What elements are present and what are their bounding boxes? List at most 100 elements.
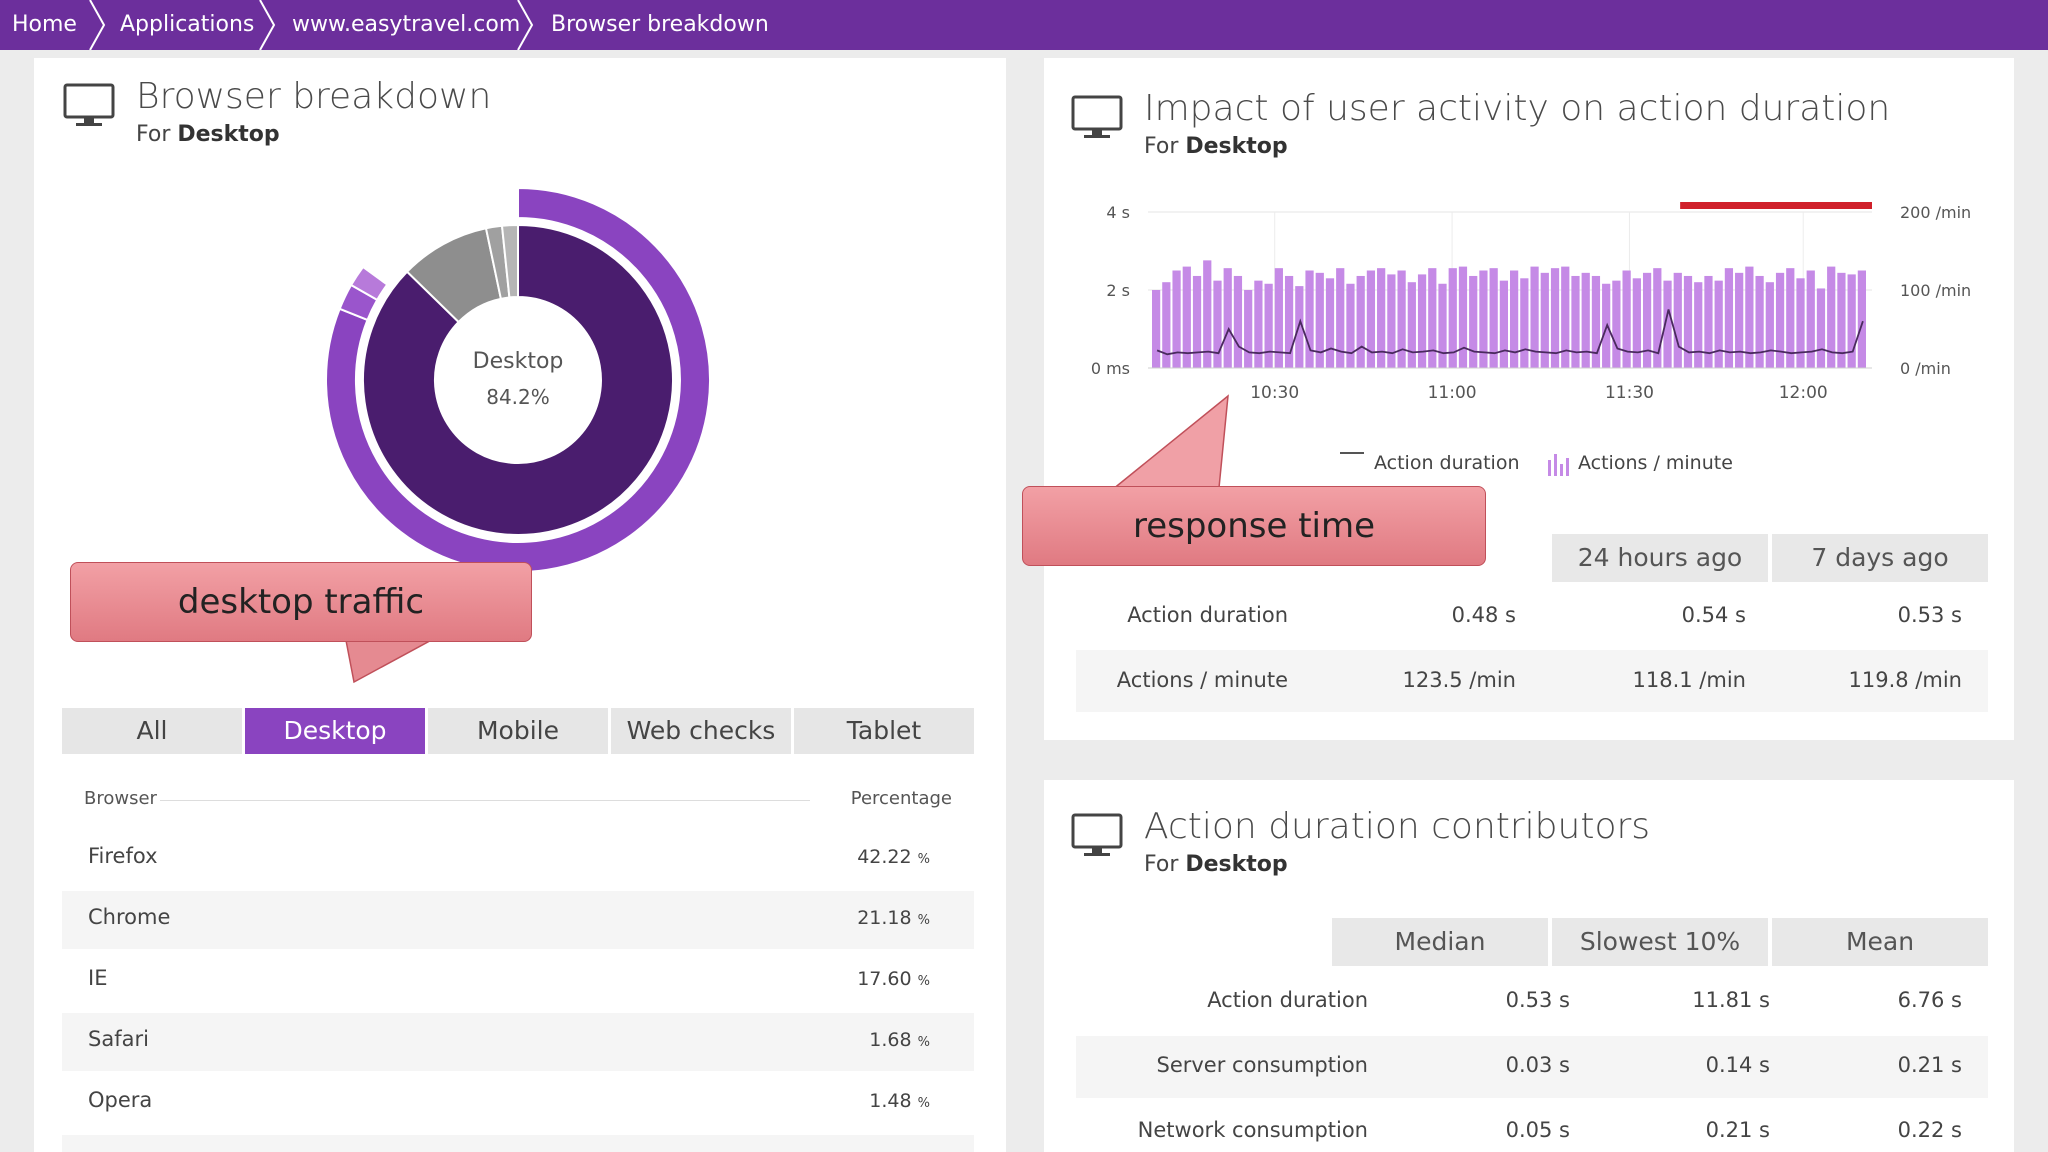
legend-actions-per-minute[interactable]: Actions / minute [1578,452,1733,474]
subtitle-prefix: For [1144,852,1179,877]
actions-per-minute-bar [1642,272,1652,368]
actions-per-minute-bar [1499,280,1508,368]
actions-per-minute-bar [1397,270,1406,368]
browser-breakdown-title: Browser breakdown [136,76,492,117]
table-row[interactable] [62,891,974,949]
browser-donut-chart[interactable]: Desktop 84.2% [300,170,740,590]
actions-per-minute-bar [1796,278,1805,368]
value-24h: 0.54 s [1681,603,1746,627]
impact-chart[interactable]: 0 ms 2 s 4 s 0 /min 100 /min 200 /min 10:30 11:… [1060,190,2010,430]
actions-per-minute-bar [1837,272,1846,368]
action-duration-line [1156,309,1864,356]
row-label: Actions / minute [1116,668,1288,692]
actions-per-minute-bar [1479,270,1488,368]
table-row[interactable] [62,830,974,888]
percentage-unit: % [917,1035,930,1050]
actions-per-minute-bar [1336,268,1345,368]
actions-per-minute-bar [1315,272,1324,368]
table-row[interactable] [62,1074,974,1132]
browser-percentage: 1.68 % [820,1029,930,1051]
browser-percentage: 42.22 % [820,846,930,868]
actions-per-minute-bar [1561,266,1570,368]
column-header-percentage[interactable]: Percentage [850,788,952,809]
value-now: 0.48 s [1451,603,1516,627]
tab-desktop[interactable]: Desktop [245,708,425,754]
tab-all[interactable]: All [62,708,242,754]
impact-title: Impact of user activity on action durati… [1144,88,1891,129]
column-header-median[interactable]: Median [1332,918,1548,966]
actions-per-minute-bar [1284,275,1294,368]
actions-per-minute-bar [1847,274,1856,368]
action-duration-legend-swatch [1340,452,1364,454]
desktop-monitor-icon [63,83,115,126]
actions-per-minute-bar [1591,275,1601,368]
value-median: 0.03 s [1505,1053,1570,1077]
percentage-value: 21.18 [857,907,912,929]
inner-ring-small-2 [500,223,519,299]
browser-percentage: 17.60 % [820,968,930,990]
tab-mobile[interactable]: Mobile [428,708,608,754]
actions-per-minute-bar [1765,282,1774,368]
y-right-tick-label: 200 /min [1900,203,1971,222]
bar-chart-legend-icon [1548,454,1569,476]
actions-per-minute-bar [1325,278,1335,368]
browser-percentage: 21.18 % [820,907,930,929]
actions-per-minute-bar [1806,270,1815,368]
x-tick-label: 11:30 [1605,383,1654,403]
chevron-right-icon [259,0,276,50]
table-row [1076,650,1988,712]
donut-center-label: Desktop [473,349,564,374]
breadcrumb-home[interactable]: Home [12,12,77,37]
actions-per-minute-bar [1745,266,1754,368]
alert-marker-bar [1680,202,1872,209]
x-tick-label: 11:00 [1428,383,1477,403]
actions-per-minute-bar [1827,266,1836,368]
column-header-slowest[interactable]: Slowest 10% [1552,918,1768,966]
tab-tablet[interactable]: Tablet [794,708,974,754]
percentage-value: 42.22 [857,846,912,868]
breadcrumb-easytravel[interactable]: www.easytravel.com [292,12,521,37]
actions-per-minute-bar [1663,280,1672,368]
actions-per-minute-bar [1264,283,1273,368]
table-row[interactable] [62,952,974,1010]
tab-web-checks[interactable]: Web checks [611,708,791,754]
outer-ring-desktop [325,186,711,573]
actions-per-minute-bar [1274,268,1283,368]
browser-percentage: 1.48 % [820,1090,930,1112]
actions-per-minute-bar [1428,268,1437,368]
actions-per-minute-bar [1152,290,1161,368]
actions-per-minute-bar [1377,268,1386,368]
header-divider [160,800,810,801]
subtitle-value: Desktop [1185,134,1288,159]
actions-per-minute-bar [1162,282,1171,368]
subtitle-prefix: For [1144,134,1179,159]
callout-pointer-response [1099,394,1229,499]
contributors-title: Action duration contributors [1144,806,1651,847]
column-header-browser[interactable]: Browser [84,788,157,809]
browser-name: Safari [88,1027,149,1051]
breadcrumb-applications[interactable]: Applications [120,12,255,37]
actions-per-minute-bar [1857,270,1866,368]
value-mean: 6.76 s [1897,988,1962,1012]
actions-per-minute-bar [1632,278,1641,368]
breadcrumb: Home Applications www.easytravel.com Bro… [0,0,2048,50]
table-row[interactable] [62,1013,974,1071]
breadcrumb-current: Browser breakdown [551,12,769,37]
value-median: 0.05 s [1505,1118,1570,1142]
actions-per-minute-bar [1244,290,1253,368]
donut-center-value: 84.2% [486,385,550,409]
actions-per-minute-bar [1571,275,1580,368]
actions-per-minute-bar [1581,272,1590,368]
value-slowest: 0.14 s [1705,1053,1770,1077]
legend-action-duration[interactable]: Action duration [1374,452,1520,474]
column-header-24h[interactable]: 24 hours ago [1552,534,1768,582]
column-header-7d[interactable]: 7 days ago [1772,534,1988,582]
inner-ring-desktop [362,223,674,536]
contributors-subtitle: For Desktop [1144,852,1288,877]
subtitle-value: Desktop [1185,852,1288,877]
actions-per-minute-bar [1612,280,1621,368]
y-right-tick-label: 100 /min [1900,281,1971,300]
actions-per-minute-bar [1489,268,1498,368]
actions-per-minute-bar [1704,275,1713,368]
column-header-mean[interactable]: Mean [1772,918,1988,966]
